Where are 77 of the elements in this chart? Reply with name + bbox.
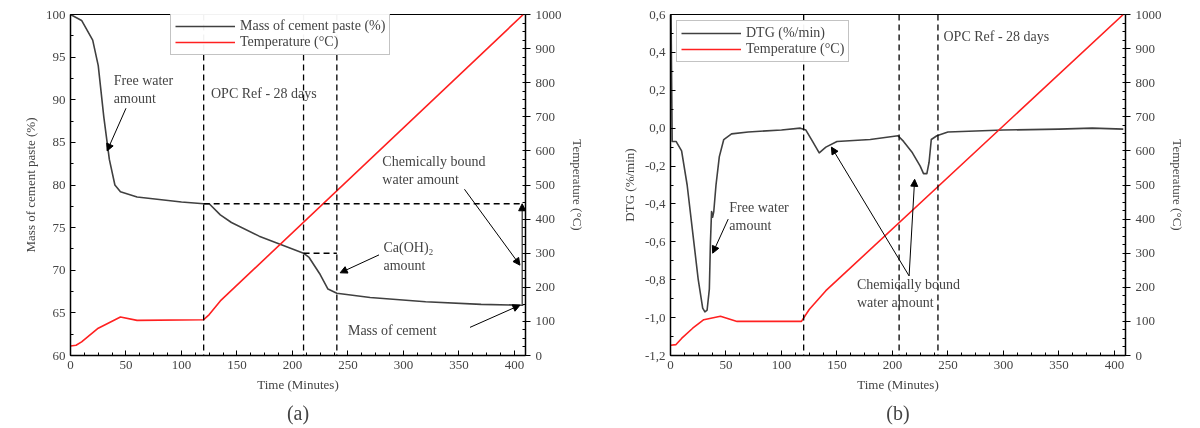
y-tick-label: 60 [52,347,66,363]
x-tick-label: 300 [393,356,414,372]
y-tick-label: 0,6 [649,6,666,22]
x-tick-label: 100 [171,356,192,372]
annotation: Free water amount [113,73,174,107]
y2-tick-label: 300 [535,245,555,261]
y2-tick-label: 300 [1135,245,1155,261]
y-tick-label: 80 [52,177,66,192]
y2-tick-label: 800 [535,74,555,90]
y-tick-label: -0,6 [644,233,666,249]
y-tick-label: 85 [52,134,66,150]
y-tick-label: 70 [52,262,66,278]
y2-axis-title: Temperature (°C) [1169,139,1185,231]
x-tick-label: 0 [67,356,74,372]
x-tick-label: 150 [827,356,847,372]
annotation: Mass of cement [347,323,437,339]
y2-tick-label: 500 [535,177,555,192]
annotation: Chemically bound water amount [856,277,960,311]
y-tick-label: -0,8 [644,271,666,287]
y2-tick-label: 200 [1135,279,1155,295]
x-tick-label: 200 [282,356,303,372]
x-tick-label: 250 [938,356,958,372]
text: (a) [286,401,310,425]
y-tick-label: 95 [52,49,66,65]
y2-tick-label: 200 [535,279,555,295]
y2-tick-label: 100 [535,313,555,329]
y2-tick-label: 900 [535,40,555,56]
legend-label: Temperature (°C) [240,34,339,50]
legend-label: Mass of cement paste (%) [240,18,386,34]
annotation: Chemically bound water amount [382,154,486,188]
x-tick-label: 400 [504,356,525,372]
annotation: OPC Ref - 28 days [211,86,317,102]
y2-tick-label: 500 [1135,177,1155,192]
y-tick-label: 90 [52,91,66,107]
x-tick-label: 150 [227,356,247,372]
annotation: Ca(OH)₂ amount [383,239,434,273]
x-tick-label: 200 [882,356,903,372]
y-tick-label: 0,0 [649,120,666,136]
y2-axis-title: Temperature (°C) [569,139,585,231]
y2-tick-label: 1000 [535,6,562,22]
x-tick-label: 250 [338,356,358,372]
x-tick-label: 0 [667,356,674,372]
y-tick-label: -1,2 [644,347,666,363]
y2-tick-label: 900 [1135,40,1155,56]
y-axis-title: DTG (%/min) [621,148,637,222]
y2-tick-label: 700 [1135,108,1155,124]
y-tick-label: 100 [46,6,66,22]
y2-tick-label: 100 [1135,313,1155,329]
y2-tick-label: 400 [535,211,555,227]
y-axis-title: Mass of cement paste (%) [23,117,38,253]
y2-tick-label: 400 [1135,211,1155,227]
y-tick-label: 75 [52,219,66,235]
y-tick-label: 65 [52,304,66,320]
y2-tick-label: 600 [1135,142,1155,158]
y2-tick-label: 600 [535,142,555,158]
x-tick-label: 350 [449,356,469,372]
y-tick-label: 0,4 [649,44,666,60]
x-axis-title: Time (Minutes) [257,376,339,392]
legend-label: Temperature (°C) [746,41,845,57]
y-tick-label: 0,2 [649,82,666,98]
x-tick-label: 400 [1104,356,1125,372]
y-tick-label: -0,2 [644,158,666,174]
x-tick-label: 50 [119,356,133,372]
y2-tick-label: 800 [1135,74,1155,90]
annotation: Free water amount [729,199,790,233]
x-tick-label: 350 [1049,356,1069,372]
text: (b) [886,401,910,425]
y-tick-label: -1,0 [644,309,666,325]
x-tick-label: 100 [771,356,792,372]
x-tick-label: 50 [719,356,733,372]
x-tick-label: 300 [993,356,1014,372]
legend-label: DTG (%/min) [746,25,825,41]
y-tick-label: -0,4 [644,195,666,211]
y2-tick-label: 700 [535,108,555,124]
annotation: OPC Ref - 28 days [943,28,1050,44]
y2-tick-label: 1000 [1135,6,1162,22]
x-axis-title: Time (Minutes) [857,376,939,392]
